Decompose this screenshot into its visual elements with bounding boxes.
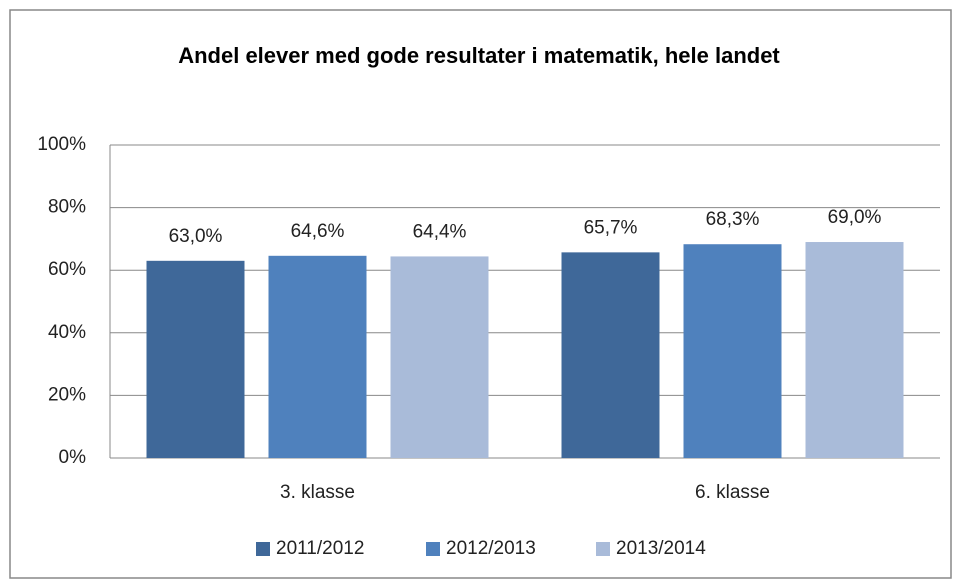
y-tick-label: 60% — [48, 259, 86, 280]
legend-label: 2012/2013 — [446, 538, 536, 559]
value-label: 64,4% — [413, 221, 467, 242]
value-label: 63,0% — [169, 226, 223, 247]
value-label: 69,0% — [828, 207, 882, 228]
bar — [146, 260, 245, 458]
y-tick-label: 80% — [48, 197, 86, 218]
legend-label: 2011/2012 — [276, 538, 364, 559]
legend-swatch — [596, 542, 610, 556]
legend-label: 2013/2014 — [616, 538, 706, 559]
y-tick-label: 20% — [48, 384, 86, 405]
bar — [683, 244, 782, 458]
y-tick-label: 0% — [59, 447, 87, 468]
legend-swatch — [426, 542, 440, 556]
legend-swatch — [256, 542, 270, 556]
bar — [268, 255, 367, 458]
value-label: 68,3% — [706, 209, 760, 230]
x-tick-label: 6. klasse — [695, 482, 770, 503]
y-tick-label: 40% — [48, 322, 86, 343]
bar — [390, 256, 489, 458]
bar — [561, 252, 660, 458]
value-label: 65,7% — [584, 217, 638, 238]
y-tick-label: 100% — [37, 134, 86, 155]
bar — [805, 242, 904, 458]
chart-title: Andel elever med gode resultater i matem… — [178, 43, 780, 68]
x-tick-label: 3. klasse — [280, 482, 355, 503]
value-label: 64,6% — [291, 221, 345, 242]
